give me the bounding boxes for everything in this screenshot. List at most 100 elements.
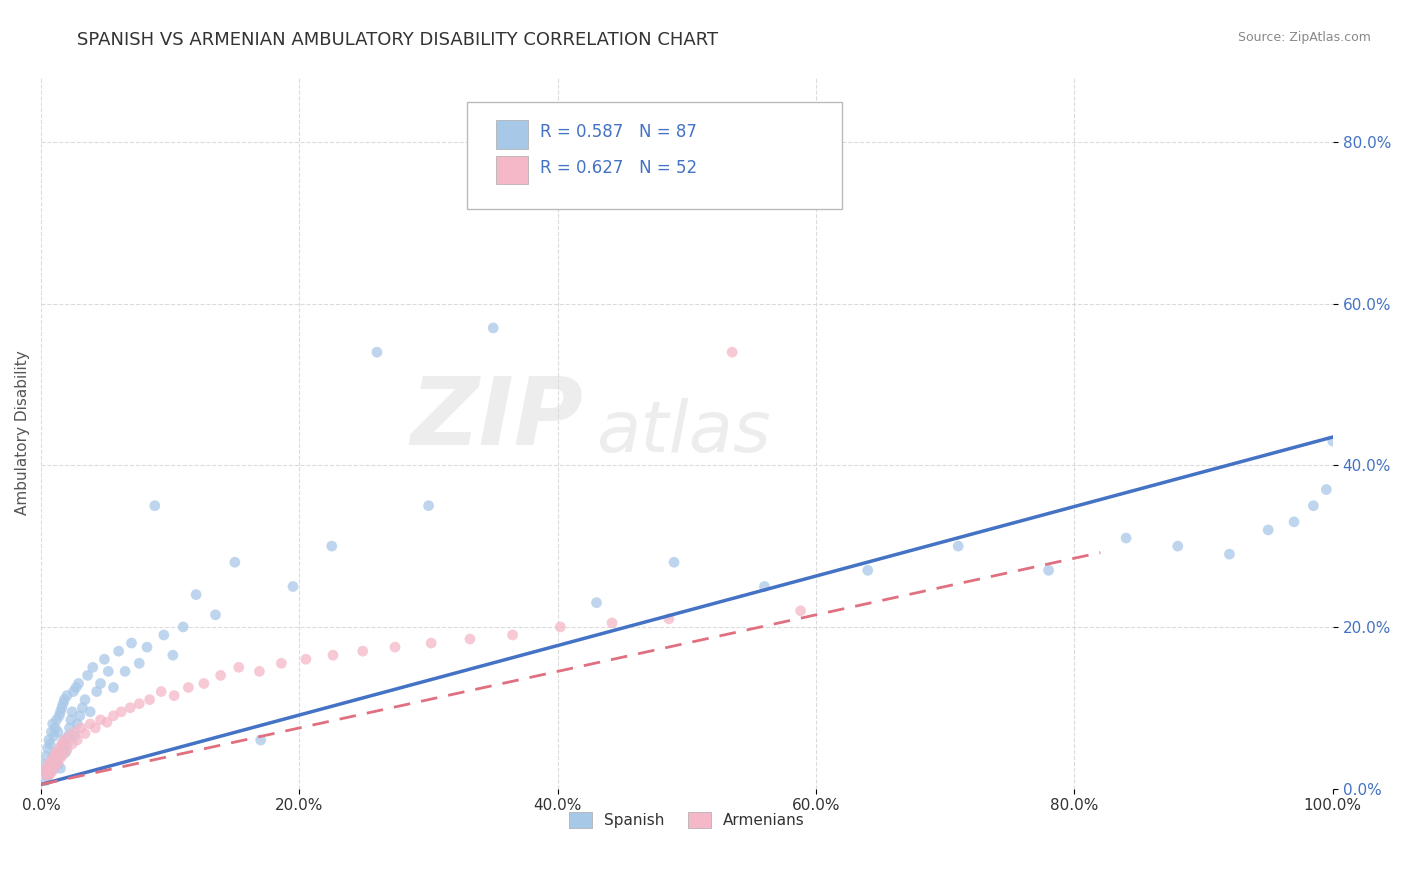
Point [59, 713, 82, 727]
Point [38, 757, 60, 772]
Point [48, 741, 70, 756]
Y-axis label: Ambulatory Disability: Ambulatory Disability [15, 351, 30, 516]
FancyBboxPatch shape [467, 103, 842, 209]
Point [103, 681, 125, 695]
Point [66, 717, 89, 731]
Point [37, 741, 59, 756]
Point [51, 737, 73, 751]
Point [418, 499, 440, 513]
Point [856, 563, 879, 577]
Point [172, 620, 194, 634]
Point [49, 761, 72, 775]
Point [482, 321, 505, 335]
Point [754, 580, 776, 594]
Point [51, 700, 73, 714]
Point [228, 660, 250, 674]
Point [143, 499, 166, 513]
Point [162, 648, 184, 663]
Point [44, 759, 66, 773]
Point [72, 700, 94, 714]
Point [66, 733, 89, 747]
Point [420, 636, 443, 650]
Point [56, 689, 79, 703]
Point [52, 747, 75, 762]
Point [1302, 499, 1324, 513]
Text: R = 0.627   N = 52: R = 0.627 N = 52 [540, 159, 697, 177]
Point [42, 729, 65, 743]
Point [114, 665, 136, 679]
Point [103, 708, 125, 723]
Point [789, 604, 811, 618]
Point [56, 743, 79, 757]
FancyBboxPatch shape [496, 120, 529, 149]
Point [1257, 523, 1279, 537]
Point [249, 733, 271, 747]
Point [52, 737, 75, 751]
Point [79, 705, 101, 719]
Point [322, 648, 344, 663]
Point [136, 640, 159, 654]
Point [1167, 539, 1189, 553]
Point [70, 721, 93, 735]
Point [51, 741, 73, 756]
Point [67, 676, 90, 690]
Point [366, 345, 388, 359]
Point [58, 729, 80, 743]
Text: atlas: atlas [596, 399, 770, 467]
Point [42, 749, 65, 764]
Legend: Spanish, Armenians: Spanish, Armenians [564, 806, 811, 834]
Text: Source: ZipAtlas.com: Source: ZipAtlas.com [1237, 31, 1371, 45]
Point [48, 749, 70, 764]
Point [1218, 547, 1240, 561]
Point [49, 705, 72, 719]
Point [1282, 515, 1305, 529]
Point [110, 705, 132, 719]
Point [79, 717, 101, 731]
Point [120, 700, 142, 714]
Point [97, 665, 120, 679]
Point [53, 692, 76, 706]
Point [107, 644, 129, 658]
Point [34, 765, 56, 780]
Point [35, 749, 58, 764]
Point [502, 628, 524, 642]
Text: R = 0.587   N = 87: R = 0.587 N = 87 [540, 123, 696, 141]
Point [662, 555, 685, 569]
Point [37, 769, 59, 783]
Point [321, 539, 343, 553]
Point [204, 607, 226, 622]
Point [247, 665, 270, 679]
Point [42, 764, 65, 778]
Point [458, 632, 481, 646]
FancyBboxPatch shape [496, 156, 529, 184]
Point [73, 726, 96, 740]
Point [45, 745, 67, 759]
Point [550, 620, 572, 634]
Point [193, 676, 215, 690]
Point [224, 555, 246, 569]
Point [35, 773, 58, 788]
Point [721, 345, 744, 359]
Point [270, 657, 292, 671]
Point [63, 725, 86, 739]
Point [38, 761, 60, 775]
Point [42, 749, 65, 764]
Point [1115, 531, 1137, 545]
Point [163, 689, 186, 703]
Point [177, 681, 200, 695]
Point [281, 580, 304, 594]
Point [52, 697, 75, 711]
Point [209, 668, 232, 682]
Point [42, 717, 65, 731]
Point [184, 588, 207, 602]
Point [39, 737, 62, 751]
Point [89, 676, 111, 690]
Point [46, 756, 69, 770]
Point [39, 767, 62, 781]
Point [34, 765, 56, 780]
Point [37, 769, 59, 783]
Point [89, 713, 111, 727]
Point [62, 684, 84, 698]
Point [585, 596, 607, 610]
Point [35, 761, 58, 775]
